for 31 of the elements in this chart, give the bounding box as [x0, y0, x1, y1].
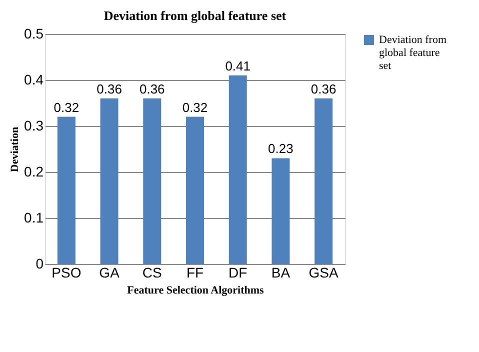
data-label: 0.36	[96, 81, 122, 96]
x-tick-label: CS	[142, 264, 162, 280]
bar	[186, 116, 204, 264]
data-label: 0.36	[310, 81, 336, 96]
x-tick-label: FF	[186, 264, 204, 280]
data-label: 0.23	[268, 141, 294, 156]
bar	[57, 116, 76, 264]
y-tick-label: 0.1	[24, 210, 44, 226]
x-tick-label: PSO	[52, 264, 82, 280]
y-tick-label: 0.5	[24, 26, 44, 42]
x-tick-label: DF	[228, 264, 248, 280]
y-tick-label: 0.4	[24, 72, 44, 88]
y-tick-label: 0.3	[24, 118, 44, 134]
bar	[100, 98, 118, 264]
legend-label: Deviation from global feature set	[379, 34, 447, 72]
bar	[143, 98, 162, 264]
x-tick-label: BA	[271, 264, 291, 280]
data-label: 0.41	[225, 58, 251, 74]
chart-title: Deviation from global feature set	[104, 8, 287, 23]
x-tick-label: GSA	[308, 264, 340, 280]
x-axis-title: Feature Selection Algorithms	[127, 284, 265, 296]
bar	[228, 75, 247, 264]
data-label: 0.32	[182, 100, 208, 115]
data-label: 0.32	[54, 100, 80, 115]
bar	[272, 158, 290, 264]
x-tick-label: GA	[99, 264, 120, 280]
y-tick-label: 0.2	[24, 164, 44, 180]
data-label: 0.36	[139, 81, 165, 96]
y-tick-label: 0	[36, 256, 44, 272]
y-axis-title: Deviation	[9, 126, 22, 172]
bar	[314, 98, 333, 264]
